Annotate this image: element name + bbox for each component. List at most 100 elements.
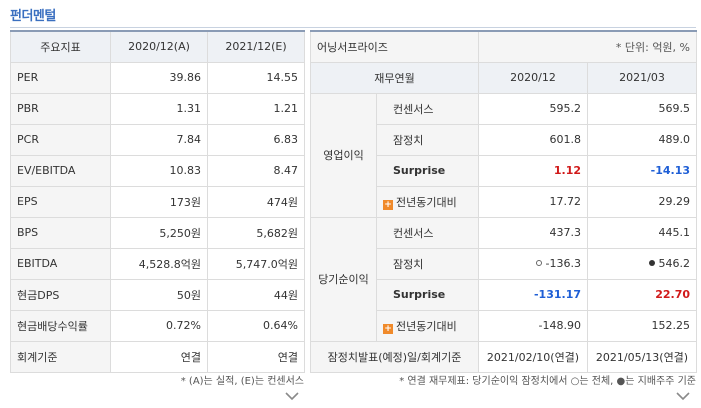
row-value-e: 5,747.0억원 [207,247,305,280]
row-value-2: 152.25 [587,309,697,342]
table-row: PCR 7.84 6.83 [10,123,305,156]
header-2020: 2020/12(A) [110,30,208,63]
yoy-row-label: + 전년동기대비 [376,309,479,342]
table-row: 잠정치 601.8 489.0 [311,123,697,156]
header-period: 재무연월 [310,61,479,94]
row-label: 잠정치 [376,247,479,280]
row-label: PCR [10,123,111,156]
row-label-surprise: Surprise [376,154,479,187]
surprise-value-2: 22.70 [587,278,697,311]
table-row: + 전년동기대비 -148.90 152.25 [311,309,697,342]
announcement-date-1: 2021/02/10(연결) [478,340,588,373]
row-value-a: 0.72% [110,309,208,342]
surprise-value-1: -131.17 [478,278,588,311]
row-value-2-cell: 546.2 [587,247,697,280]
earnings-surprise-table: 어닝서프라이즈 * 단위: 억원, % 재무연월 2020/12 2021/03… [310,30,697,373]
row-value-1: -148.90 [478,309,588,342]
plus-icon[interactable]: + [383,323,393,334]
section-title: 펀더멘털 [10,9,56,24]
table-title: 어닝서프라이즈 [310,30,479,63]
row-value-2: 569.5 [587,92,697,125]
row-value-e: 44원 [207,278,305,311]
row-value-1: 601.8 [478,123,588,156]
table-row: 당기순이익 컨센서스 437.3 445.1 [310,216,697,342]
row-value-e: 6.83 [207,123,305,156]
row-value-1: -136.3 [545,257,581,270]
row-label: PBR [10,92,111,125]
row-value-a: 50원 [110,278,208,311]
row-value-a: 4,528.8억원 [110,247,208,280]
row-value-e: 1.21 [207,92,305,125]
row-value-1: 17.72 [478,185,588,218]
row-label: 컨센서스 [376,216,479,249]
table-row: 현금배당수익률 0.72% 0.64% [10,309,305,342]
table-row: PBR 1.31 1.21 [10,92,305,125]
header-2021: 2021/12(E) [207,30,305,63]
row-value-a: 5,250원 [110,216,208,249]
row-value-1: 437.3 [478,216,588,249]
row-label: 현금DPS [10,278,111,311]
row-value-2: 445.1 [587,216,697,249]
row-label: EPS [10,185,111,218]
row-label: BPS [10,216,111,249]
chevron-down-icon[interactable] [285,389,299,403]
row-value-1-cell: -136.3 [478,247,588,280]
table-footer-row: 잠정치발표(예정)일/회계기준 2021/02/10(연결) 2021/05/1… [310,340,697,373]
table-row: + 전년동기대비 17.72 29.29 [311,185,697,218]
header-2021-03: 2021/03 [587,61,697,94]
table-row: Surprise -131.17 22.70 [311,278,697,311]
row-value-2: 546.2 [658,257,691,270]
plus-icon[interactable]: + [383,199,393,210]
row-value-2: 489.0 [587,123,697,156]
table-row: Surprise 1.12 -14.13 [311,154,697,187]
row-label: 현금배당수익률 [10,309,111,342]
row-label: EBITDA [10,247,111,280]
table-row: PER 39.86 14.55 [10,61,305,94]
group-net-income: 당기순이익 [310,216,377,342]
table-header-row: 주요지표 2020/12(A) 2021/12(E) [10,30,305,63]
table-row: EBITDA 4,528.8억원 5,747.0억원 [10,247,305,280]
row-value-a: 7.84 [110,123,208,156]
table-header-row: 재무연월 2020/12 2021/03 [310,61,697,94]
table-row: EV/EBITDA 10.83 8.47 [10,154,305,187]
title-divider [10,27,696,28]
filled-dot-icon [648,260,655,266]
group-operating-profit: 영업이익 [310,92,377,218]
row-label: 전년동기대비 [396,319,457,333]
circle-icon [535,260,542,266]
row-value-a: 연결 [110,340,208,373]
row-value-a: 39.86 [110,61,208,94]
header-indicator: 주요지표 [10,30,111,63]
table-row: BPS 5,250원 5,682원 [10,216,305,249]
table-row: EPS 173원 474원 [10,185,305,218]
row-label: EV/EBITDA [10,154,111,187]
table-title-row: 어닝서프라이즈 * 단위: 억원, % [310,30,697,63]
row-value-a: 10.83 [110,154,208,187]
row-value-2: 29.29 [587,185,697,218]
yoy-row-label: + 전년동기대비 [376,185,479,218]
row-value-a: 1.31 [110,92,208,125]
row-value-e: 8.47 [207,154,305,187]
row-value-e: 5,682원 [207,216,305,249]
table-row: 현금DPS 50원 44원 [10,278,305,311]
right-footnote: * 연결 재무제표: 당기순이익 잠정치에서 ○는 전체, ●는 지배주주 기준 [399,376,696,387]
table-row: 회계기준 연결 연결 [10,340,305,373]
row-value-a: 173원 [110,185,208,218]
announcement-date-2: 2021/05/13(연결) [587,340,697,373]
header-2020-12: 2020/12 [478,61,588,94]
surprise-value-1: 1.12 [478,154,588,187]
row-value-e: 474원 [207,185,305,218]
surprise-value-2: -14.13 [587,154,697,187]
key-indicators-table: 주요지표 2020/12(A) 2021/12(E) PER 39.86 14.55… [10,30,305,373]
row-value-e: 연결 [207,340,305,373]
table-row: 영업이익 컨센서스 595.2 569.5 [310,92,697,218]
chevron-down-icon[interactable] [676,389,690,403]
table-row: 잠정치 -136.3 546.2 [311,247,697,280]
row-value-e: 14.55 [207,61,305,94]
row-label: 잠정치 [376,123,479,156]
row-label: 전년동기대비 [396,195,457,209]
row-label: 회계기준 [10,340,111,373]
row-label: PER [10,61,111,94]
unit-note: * 단위: 억원, % [478,30,697,63]
announcement-label: 잠정치발표(예정)일/회계기준 [310,340,479,373]
